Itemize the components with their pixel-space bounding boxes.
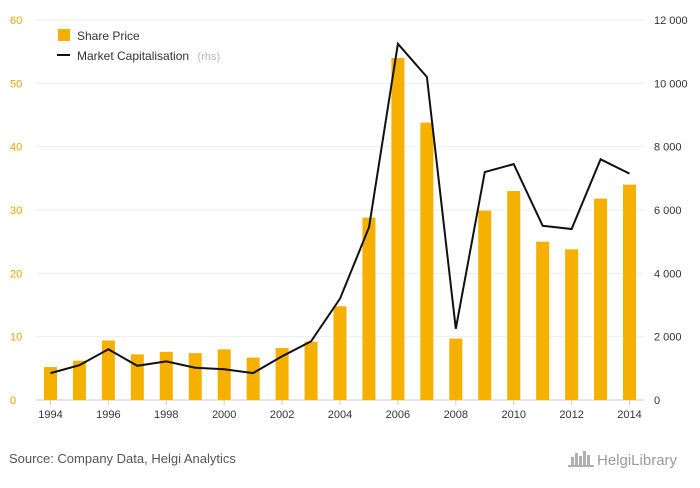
left-tick-label: 0 bbox=[10, 395, 16, 407]
share-price-bar bbox=[623, 184, 637, 400]
x-tick-label: 2000 bbox=[212, 409, 236, 421]
share-price-bar bbox=[333, 306, 347, 400]
share-price-bar bbox=[536, 241, 550, 400]
share-price-bar bbox=[449, 338, 463, 400]
share-price-bar bbox=[188, 353, 202, 400]
left-tick-label: 10 bbox=[10, 332, 22, 344]
gridlines bbox=[36, 19, 644, 338]
brand-logo: HelgiLibrary bbox=[568, 451, 678, 469]
legend-market-cap-name: Market Capitalisation bbox=[77, 49, 189, 63]
share-price-bar bbox=[159, 351, 173, 400]
left-tick-label: 40 bbox=[10, 142, 22, 154]
x-tick-label: 1998 bbox=[154, 409, 178, 421]
share-price-bar bbox=[275, 348, 289, 400]
right-tick-label: 4 000 bbox=[654, 268, 682, 280]
left-tick-label: 20 bbox=[10, 268, 22, 280]
left-tick-label: 30 bbox=[10, 205, 22, 217]
market-cap-line bbox=[50, 41, 630, 375]
x-tick-label: 2012 bbox=[559, 409, 583, 421]
legend-market-cap-label: Market Capitalisation (rhs) bbox=[77, 47, 220, 64]
share-price-bar bbox=[130, 354, 144, 400]
brand-name: HelgiLibrary bbox=[597, 452, 678, 469]
legend-share-price-label: Share Price bbox=[77, 29, 140, 43]
share-price-bar bbox=[246, 357, 260, 400]
x-tick-label: 2008 bbox=[444, 409, 468, 421]
share-price-bar bbox=[362, 217, 376, 400]
share-price-bar bbox=[43, 367, 57, 400]
share-price-bar bbox=[565, 249, 579, 400]
legend-market-cap-suffix: (rhs) bbox=[198, 51, 221, 63]
share-price-bar bbox=[304, 341, 318, 400]
x-tick-label: 2006 bbox=[386, 409, 410, 421]
x-tick-label: 1994 bbox=[38, 409, 62, 421]
share-price-bar bbox=[101, 340, 115, 400]
share-price-bar bbox=[507, 191, 521, 400]
share-price-bar bbox=[420, 122, 434, 400]
right-tick-label: 6 000 bbox=[654, 205, 682, 217]
brand-skyline-icon bbox=[568, 451, 594, 467]
share-price-bar bbox=[594, 198, 608, 400]
left-tick-label: 50 bbox=[10, 78, 22, 90]
share-price-bar bbox=[478, 210, 492, 400]
right-tick-label: 2 000 bbox=[654, 332, 682, 344]
share-price-bar bbox=[391, 58, 405, 400]
x-axis-ticks: 1994 1996 1998 2000 2002 2004 2006 2008 2010 2012… bbox=[38, 400, 642, 421]
x-tick-label: 2004 bbox=[328, 409, 352, 421]
share-price-bar bbox=[72, 360, 86, 400]
legend: Share Price Market Capitalisation (rhs) bbox=[57, 29, 220, 64]
x-tick-label: 1996 bbox=[96, 409, 120, 421]
right-tick-label: 12 000 bbox=[654, 15, 688, 27]
left-tick-label: 60 bbox=[10, 15, 22, 27]
right-tick-label: 10 000 bbox=[654, 78, 688, 90]
left-axis-ticks: 0 10 20 30 40 50 60 bbox=[10, 15, 22, 407]
x-tick-label: 2002 bbox=[270, 409, 294, 421]
legend-share-price-swatch bbox=[58, 29, 70, 41]
share-price-bar bbox=[217, 349, 231, 400]
right-tick-label: 0 bbox=[654, 395, 660, 407]
x-tick-label: 2014 bbox=[617, 409, 641, 421]
right-tick-label: 8 000 bbox=[654, 142, 682, 154]
source-note: Source: Company Data, Helgi Analytics bbox=[9, 451, 236, 466]
right-axis-ticks: 0 2 000 4 000 6 000 8 000 10 000 12 000 bbox=[654, 15, 688, 407]
share-price-bars bbox=[43, 58, 637, 400]
x-tick-label: 2010 bbox=[501, 409, 525, 421]
